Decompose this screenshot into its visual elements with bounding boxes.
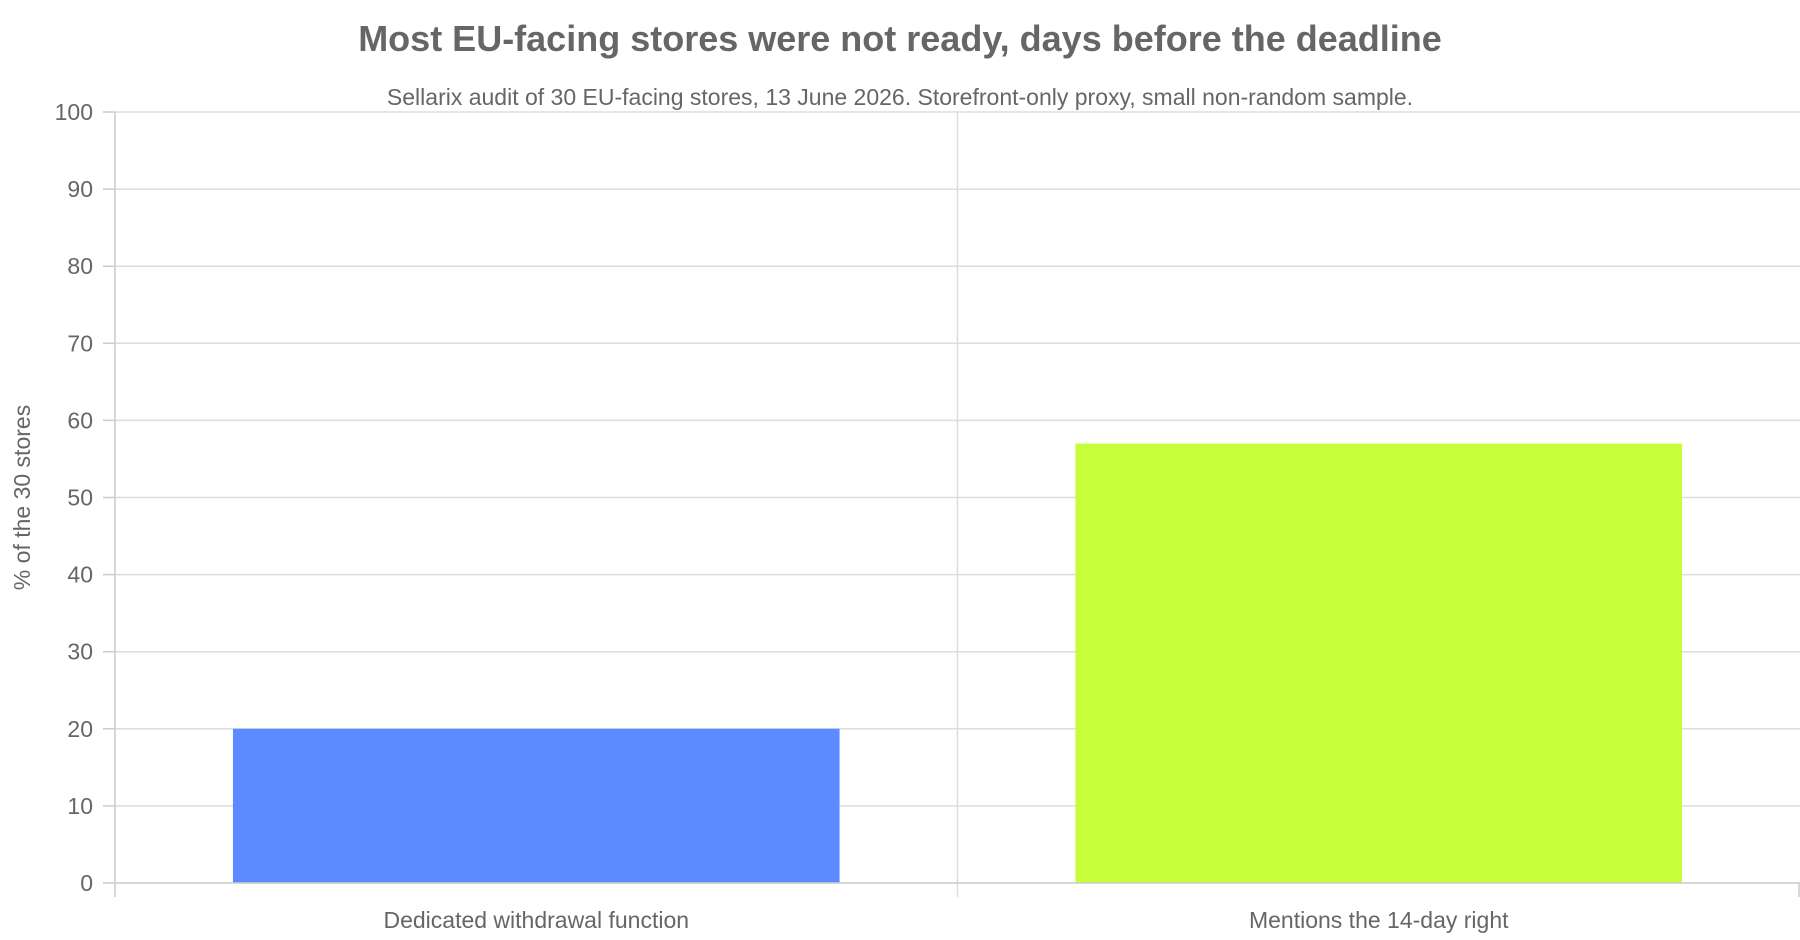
bar [1075, 443, 1683, 883]
y-axis-title: % of the 30 stores [9, 405, 35, 590]
chart-title: Most EU-facing stores were not ready, da… [358, 18, 1442, 59]
bar [232, 728, 840, 883]
bars [232, 443, 1683, 883]
y-tick-label: 50 [67, 485, 93, 511]
x-tick-label: Dedicated withdrawal function [383, 907, 689, 933]
chart-subtitle: Sellarix audit of 30 EU-facing stores, 1… [386, 84, 1414, 110]
y-tick-label: 60 [67, 407, 93, 433]
y-tick-label: 90 [67, 176, 93, 202]
axes [103, 111, 1800, 897]
y-tick-label: 70 [67, 330, 93, 356]
x-tick-label: Mentions the 14-day right [1249, 907, 1509, 933]
y-tick-label: 80 [67, 253, 93, 279]
y-tick-label: 40 [67, 562, 93, 588]
y-tick-label: 0 [80, 870, 93, 896]
y-tick-label: 10 [67, 793, 93, 819]
y-tick-label: 20 [67, 716, 93, 742]
y-tick-label: 100 [55, 99, 93, 125]
labels: 0 10 20 30 40 50 60 70 80 90 100 Dedicated withdraw… [9, 99, 1509, 933]
y-tick-label: 30 [67, 639, 93, 665]
